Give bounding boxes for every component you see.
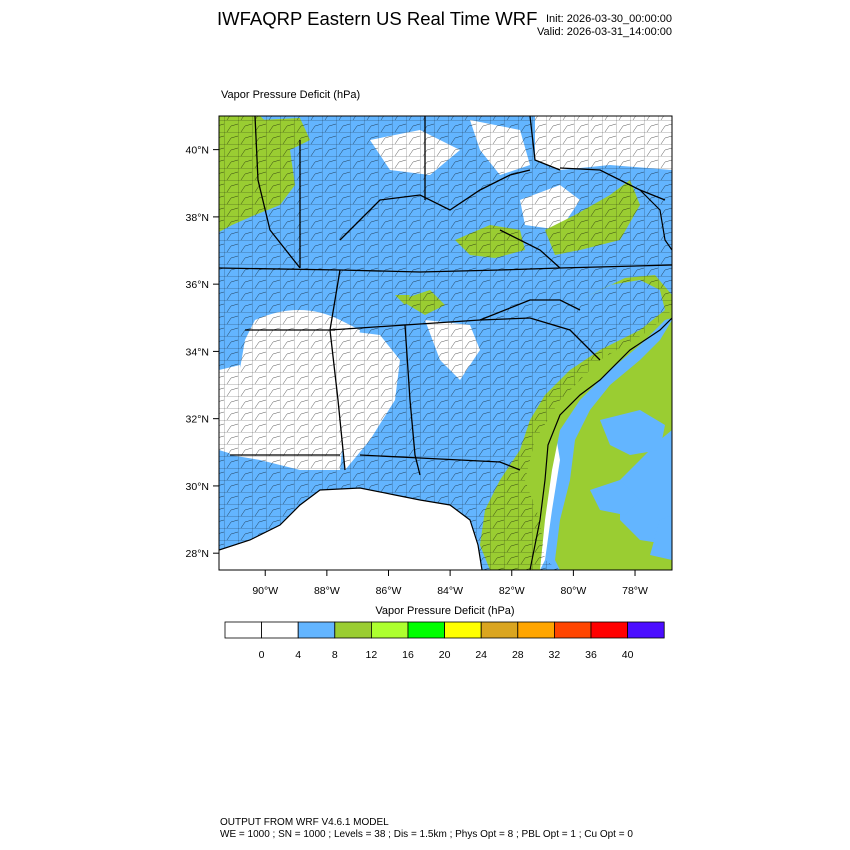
lon-tick-label: 78°W bbox=[622, 585, 648, 597]
lon-axis: 90°W 88°W 86°W 84°W 82°W 80°W 78°W bbox=[252, 570, 648, 597]
colorbar-label: 8 bbox=[332, 649, 338, 661]
map-title: IWFAQRP Eastern US Real Time WRF bbox=[217, 8, 538, 29]
lon-tick-label: 86°W bbox=[376, 585, 402, 597]
coastline bbox=[219, 189, 672, 570]
lon-tick-label: 90°W bbox=[252, 585, 278, 597]
colorbar-swatch bbox=[261, 621, 299, 639]
colorbar: 0 4 8 12 16 20 24 28 32 36 40 bbox=[224, 621, 665, 661]
vpd-ocean-patches bbox=[590, 410, 672, 560]
field-label: Vapor Pressure Deficit (hPa) bbox=[221, 89, 361, 101]
colorbar-label: 16 bbox=[402, 649, 414, 661]
colorbar-title: Vapor Pressure Deficit (hPa) bbox=[375, 605, 515, 617]
colorbar-label: 28 bbox=[512, 649, 524, 661]
colorbar-label: 32 bbox=[549, 649, 561, 661]
colorbar-swatch bbox=[370, 621, 409, 639]
lat-tick-label: 36°N bbox=[186, 279, 209, 291]
colorbar-swatch bbox=[554, 621, 592, 639]
plot-frame bbox=[218, 115, 673, 571]
lat-tick-label: 32°N bbox=[186, 414, 209, 426]
init-time: Init: 2026-03-30_00:00:00 bbox=[546, 13, 672, 25]
lat-tick-label: 30°N bbox=[186, 481, 209, 493]
map-plot-area bbox=[219, 116, 672, 570]
lat-axis: 40°N 38°N 36°N 34°N 32°N 30°N 28°N bbox=[186, 145, 219, 560]
lon-tick-label: 82°W bbox=[499, 585, 525, 597]
lon-tick-label: 80°W bbox=[560, 585, 586, 597]
colorbar-label: 20 bbox=[439, 649, 451, 661]
colorbar-swatch bbox=[444, 621, 482, 639]
county-boundaries bbox=[219, 116, 672, 570]
lon-tick-label: 84°W bbox=[437, 585, 463, 597]
colorbar-label: 24 bbox=[475, 649, 487, 661]
lat-tick-label: 28°N bbox=[186, 548, 209, 560]
state-boundaries bbox=[219, 116, 672, 476]
valid-time: Valid: 2026-03-31_14:00:00 bbox=[537, 26, 672, 38]
lat-tick-label: 34°N bbox=[186, 346, 209, 358]
lat-tick-label: 40°N bbox=[186, 145, 209, 157]
colorbar-swatch bbox=[590, 621, 628, 639]
colorbar-label: 12 bbox=[366, 649, 378, 661]
lat-tick-label: 38°N bbox=[186, 212, 209, 224]
colorbar-label: 4 bbox=[295, 649, 301, 661]
colorbar-swatch bbox=[224, 621, 262, 639]
colorbar-swatch bbox=[334, 621, 372, 639]
colorbar-label: 0 bbox=[259, 649, 265, 661]
colorbar-swatch bbox=[480, 621, 519, 639]
colorbar-swatch bbox=[297, 621, 336, 639]
colorbar-swatch bbox=[517, 621, 555, 639]
model-info-line2: WE = 1000 ; SN = 1000 ; Levels = 38 ; Di… bbox=[220, 829, 633, 840]
model-info-line1: OUTPUT FROM WRF V4.6.1 MODEL bbox=[220, 817, 389, 828]
colorbar-label: 36 bbox=[585, 649, 597, 661]
colorbar-swatch bbox=[627, 621, 665, 639]
colorbar-label: 40 bbox=[622, 649, 634, 661]
lon-tick-label: 88°W bbox=[314, 585, 340, 597]
colorbar-swatch bbox=[407, 621, 445, 639]
